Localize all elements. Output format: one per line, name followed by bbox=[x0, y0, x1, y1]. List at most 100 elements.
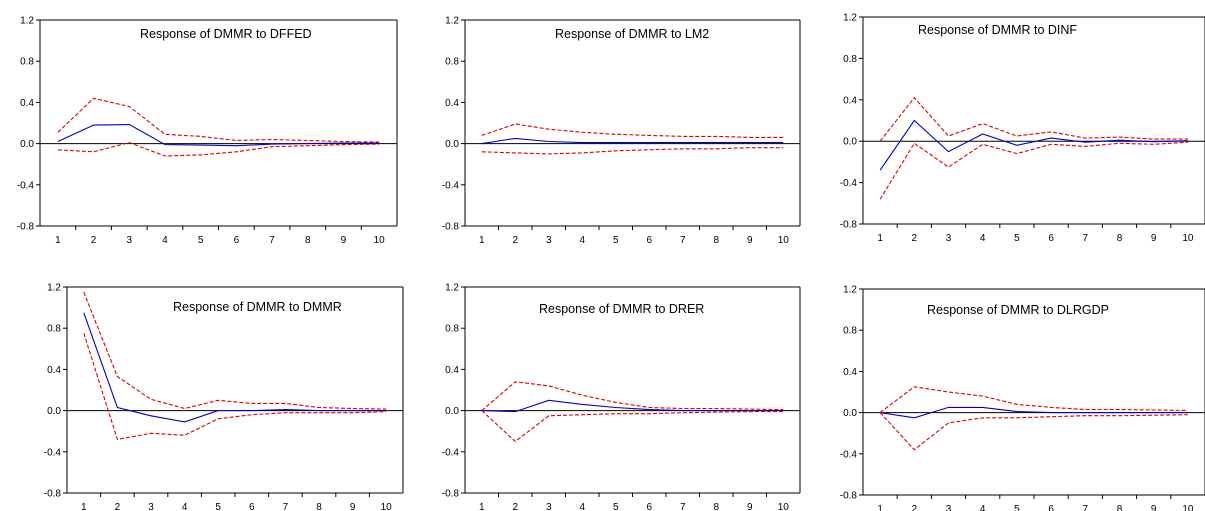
x-tick-label: 6 bbox=[646, 235, 652, 246]
upper-band-line bbox=[481, 123, 784, 138]
chart-title: Response of DMMR to DMMR bbox=[173, 300, 342, 314]
x-tick-label: 6 bbox=[1048, 233, 1054, 244]
x-tick-label: 3 bbox=[946, 504, 952, 511]
y-tick-label: -0.4 bbox=[442, 447, 460, 458]
y-tick-label: 0.4 bbox=[843, 95, 857, 106]
x-tick-label: 4 bbox=[980, 233, 986, 244]
x-tick-label: 1 bbox=[479, 235, 485, 246]
x-tick-label: 7 bbox=[269, 235, 275, 246]
y-tick-label: 0.4 bbox=[445, 98, 459, 109]
lower-band-line bbox=[83, 333, 387, 441]
lower-band-line bbox=[481, 147, 784, 155]
x-tick-label: 4 bbox=[579, 235, 585, 246]
x-tick-label: 5 bbox=[613, 502, 619, 511]
y-tick-label: 0.8 bbox=[843, 326, 857, 337]
x-tick-label: 7 bbox=[680, 502, 686, 511]
x-tick-label: 4 bbox=[980, 504, 986, 511]
x-tick-label: 2 bbox=[91, 235, 97, 246]
x-tick-label: 10 bbox=[778, 502, 790, 511]
x-tick-label: 4 bbox=[162, 235, 168, 246]
upper-band-line bbox=[83, 291, 387, 410]
x-tick-label: 10 bbox=[381, 502, 393, 511]
chart-title: Response of DMMR to DRER bbox=[539, 302, 704, 316]
x-tick-label: 10 bbox=[1182, 233, 1194, 244]
chart-panel-lm2: -0.8 -0.4 0.0 0.4 0.8 1.2 1 2 3 4 5 6 7 8 9 10 Response … bbox=[442, 16, 801, 246]
x-tick-label: 1 bbox=[877, 504, 883, 511]
y-tick-label: -0.4 bbox=[17, 180, 35, 191]
x-tick-label: 6 bbox=[1048, 504, 1054, 511]
x-tick-label: 9 bbox=[341, 235, 347, 246]
x-tick-label: 3 bbox=[546, 235, 552, 246]
lower-band-line bbox=[57, 142, 380, 157]
x-tick-label: 7 bbox=[283, 502, 289, 511]
chart-title: Response of DMMR to DINF bbox=[918, 23, 1077, 37]
y-tick-label: 1.2 bbox=[445, 16, 459, 27]
x-tick-label: 1 bbox=[55, 235, 61, 246]
x-tick-label: 3 bbox=[546, 502, 552, 511]
y-tick-label: 0.4 bbox=[445, 365, 459, 376]
upper-band-line bbox=[879, 96, 1188, 142]
response-line bbox=[481, 137, 784, 145]
y-tick-label: 0.0 bbox=[445, 406, 459, 417]
x-tick-label: 2 bbox=[912, 504, 918, 511]
x-tick-label: 1 bbox=[877, 233, 883, 244]
response-line bbox=[83, 312, 387, 423]
x-tick-label: 1 bbox=[81, 502, 87, 511]
lower-band-line bbox=[879, 412, 1188, 451]
x-tick-label: 6 bbox=[234, 235, 240, 246]
chart-panel-dinf: -0.8 -0.4 0.0 0.4 0.8 1.2 1 2 3 4 5 6 7 8 9 10 Response … bbox=[840, 13, 1205, 244]
x-tick-label: 6 bbox=[249, 502, 255, 511]
x-tick-label: 3 bbox=[148, 502, 154, 511]
x-tick-label: 8 bbox=[1117, 504, 1123, 511]
x-tick-label: 2 bbox=[512, 235, 518, 246]
x-tick-label: 2 bbox=[115, 502, 121, 511]
chart-title: Response of DMMR to DLRGDP bbox=[927, 303, 1109, 317]
upper-band-line bbox=[481, 381, 784, 412]
y-tick-label: 0.4 bbox=[47, 365, 61, 376]
x-tick-label: 9 bbox=[350, 502, 356, 511]
x-tick-label: 7 bbox=[1083, 504, 1089, 511]
x-tick-label: 5 bbox=[215, 502, 221, 511]
x-tick-label: 7 bbox=[680, 235, 686, 246]
lower-band-line bbox=[879, 141, 1188, 200]
y-tick-label: -0.4 bbox=[44, 447, 62, 458]
y-tick-label: 0.8 bbox=[445, 324, 459, 335]
y-tick-label: 0.4 bbox=[843, 367, 857, 378]
y-tick-label: 0.8 bbox=[445, 57, 459, 68]
chart-panel-dlrgdp: -0.8 -0.4 0.0 0.4 0.8 1.2 1 2 3 4 5 6 7 8 9 10 Response … bbox=[840, 285, 1205, 511]
x-tick-label: 4 bbox=[579, 502, 585, 511]
y-tick-label: -0.8 bbox=[840, 220, 858, 231]
y-tick-label: 1.2 bbox=[445, 283, 459, 294]
y-tick-label: 0.4 bbox=[20, 98, 34, 109]
y-tick-label: -0.8 bbox=[17, 222, 35, 233]
chart-panel-dffed: -0.8 -0.4 0.0 0.4 0.8 1.2 1 2 3 4 5 6 7 8 9 10 Response … bbox=[17, 16, 398, 246]
x-tick-label: 5 bbox=[1014, 504, 1020, 511]
upper-band-line bbox=[879, 386, 1188, 414]
x-tick-label: 3 bbox=[126, 235, 132, 246]
chart-panel-dmmr: -0.8 -0.4 0.0 0.4 0.8 1.2 1 2 3 4 5 6 7 8 9 10 Response … bbox=[44, 283, 404, 511]
y-tick-label: 1.2 bbox=[843, 13, 857, 24]
x-tick-label: 8 bbox=[713, 502, 719, 511]
x-tick-label: 1 bbox=[479, 502, 485, 511]
response-line bbox=[879, 119, 1188, 171]
y-tick-label: 1.2 bbox=[843, 285, 857, 296]
y-tick-label: 0.8 bbox=[20, 57, 34, 68]
y-tick-label: 0.8 bbox=[843, 54, 857, 65]
chart-title: Response of DMMR to DFFED bbox=[140, 27, 312, 41]
x-tick-label: 9 bbox=[747, 235, 753, 246]
y-tick-label: 0.0 bbox=[445, 139, 459, 150]
x-tick-label: 8 bbox=[713, 235, 719, 246]
x-tick-label: 5 bbox=[1014, 233, 1020, 244]
x-tick-label: 7 bbox=[1083, 233, 1089, 244]
y-tick-label: 0.0 bbox=[20, 139, 34, 150]
x-tick-label: 10 bbox=[1182, 504, 1194, 511]
y-tick-label: -0.8 bbox=[442, 222, 460, 233]
x-tick-label: 8 bbox=[305, 235, 311, 246]
x-tick-label: 6 bbox=[646, 502, 652, 511]
x-tick-label: 10 bbox=[778, 235, 790, 246]
x-tick-label: 9 bbox=[1151, 233, 1157, 244]
y-tick-label: -0.8 bbox=[44, 489, 62, 500]
y-tick-label: -0.8 bbox=[840, 491, 858, 502]
lower-band-line bbox=[481, 410, 784, 443]
